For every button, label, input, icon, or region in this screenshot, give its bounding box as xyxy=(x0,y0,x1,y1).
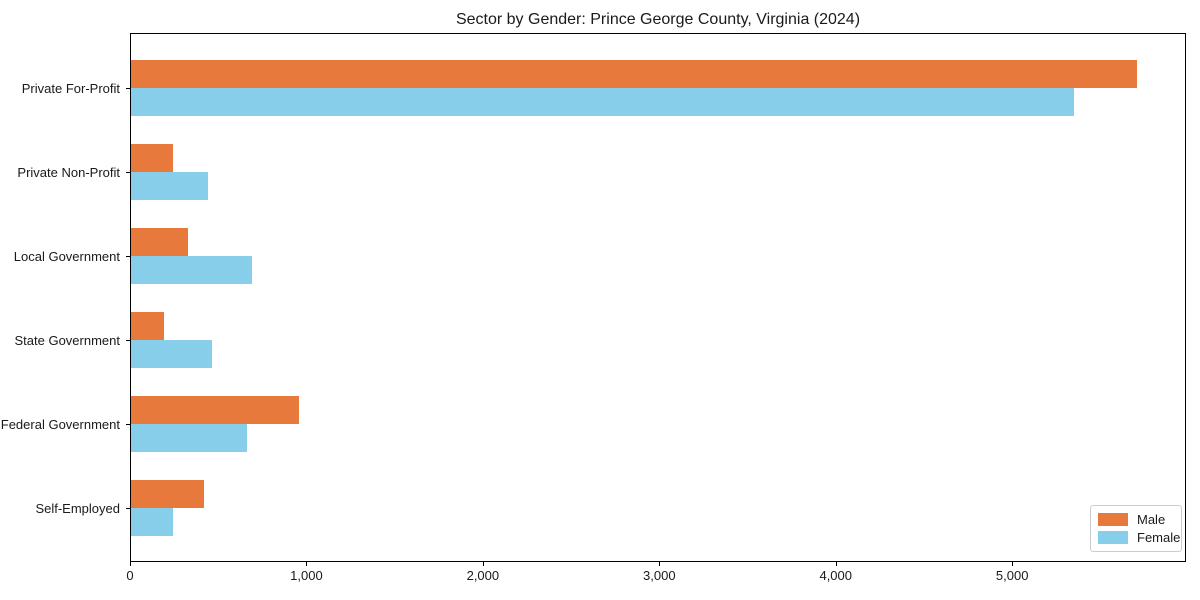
plot-area xyxy=(130,33,1186,562)
y-tick-label: Private Non-Profit xyxy=(17,164,120,180)
legend-swatch-female xyxy=(1098,531,1128,545)
bar-male-1 xyxy=(131,59,1137,88)
x-axis-tick xyxy=(659,562,661,566)
bar-male-4 xyxy=(131,311,164,340)
bar-male-3 xyxy=(131,227,188,256)
x-tick-label: 5,000 xyxy=(995,568,1029,583)
y-axis-tick xyxy=(126,423,130,425)
x-axis-tick xyxy=(1012,562,1014,566)
legend: Male Female xyxy=(1090,505,1182,552)
bar-male-5 xyxy=(131,395,299,424)
bar-female-6 xyxy=(131,507,173,536)
bar-female-4 xyxy=(131,339,212,368)
x-tick-label: 4,000 xyxy=(819,568,853,583)
bar-female-3 xyxy=(131,255,252,284)
bar-male-6 xyxy=(131,479,204,508)
y-axis-tick xyxy=(126,255,130,257)
y-axis-tick xyxy=(126,87,130,89)
y-tick-label: Private For-Profit xyxy=(21,80,120,96)
x-axis-tick xyxy=(835,562,837,566)
legend-item-male: Male xyxy=(1098,511,1174,527)
legend-label: Female xyxy=(1137,530,1181,546)
y-axis-tick xyxy=(126,507,130,509)
y-tick-label: State Government xyxy=(14,332,121,348)
legend-swatch-male xyxy=(1098,512,1128,526)
bar-male-2 xyxy=(131,143,173,172)
x-tick-label: 3,000 xyxy=(643,568,676,583)
bar-female-2 xyxy=(131,171,208,200)
y-axis-tick xyxy=(126,339,130,341)
y-axis-tick xyxy=(126,171,130,173)
y-tick-label: Federal Government xyxy=(0,416,120,432)
x-axis-tick xyxy=(130,562,131,566)
x-axis-tick xyxy=(482,562,484,566)
chart-title: Sector by Gender: Prince George County, … xyxy=(455,11,861,28)
legend-item-female: Female xyxy=(1098,531,1180,545)
x-tick-label: 1,000 xyxy=(290,568,323,583)
x-tick-label: 0 xyxy=(126,568,134,583)
x-tick-label: 2,000 xyxy=(466,568,500,583)
bar-female-1 xyxy=(131,87,1074,116)
legend-label: Male xyxy=(1137,511,1166,527)
y-tick-label: Local Government xyxy=(13,248,120,264)
y-tick-label: Self-Employed xyxy=(35,500,120,516)
bar-female-5 xyxy=(131,423,247,452)
x-axis-tick xyxy=(306,562,308,566)
